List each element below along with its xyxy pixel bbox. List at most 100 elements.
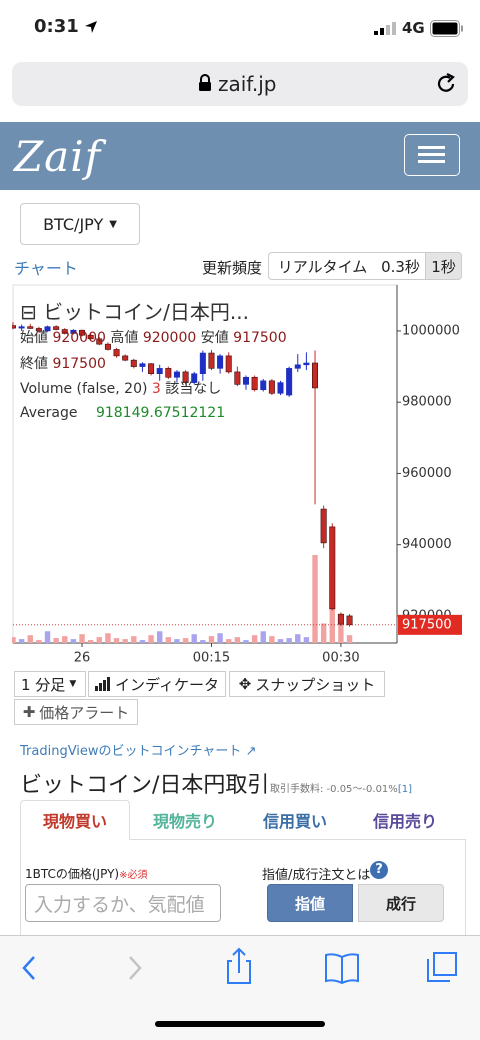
- tradingview-text: TradingViewのビットコインチャート: [20, 744, 242, 759]
- tab[interactable]: 現物売り: [152, 812, 217, 831]
- candle-body: [35, 328, 42, 332]
- tab[interactable]: 信用買い: [262, 812, 327, 831]
- volume-bar: [165, 637, 172, 643]
- trade-heading: ビットコイン/日本円取引: [20, 773, 270, 798]
- candle-body: [260, 380, 267, 391]
- reload-icon[interactable]: [434, 72, 458, 96]
- y-tick-label: 940000: [402, 537, 452, 552]
- volume-bar: [122, 639, 128, 643]
- status-time: 0:31: [34, 16, 79, 37]
- market-button[interactable]: 成行: [358, 884, 444, 922]
- plus-icon: ✚: [22, 703, 36, 721]
- volume-bar: [260, 631, 266, 643]
- candle-body: [182, 371, 189, 383]
- candle-body: [251, 376, 258, 391]
- candle-body: [87, 334, 94, 340]
- chart: 920000 940000 960000 980000 1000000 26 00:15 00…: [12, 284, 462, 668]
- tab-active[interactable]: 現物買い: [20, 800, 130, 840]
- share-icon[interactable]: [227, 947, 251, 984]
- tab[interactable]: 信用売り: [372, 812, 437, 831]
- snapshot-icon: ✥: [238, 675, 252, 693]
- legend-volume: Volume (false, 20) 3 該当なし: [20, 378, 221, 398]
- volume-bar: [156, 631, 163, 643]
- high-value: 920000: [142, 330, 197, 346]
- price-input[interactable]: 入力するか、気配値: [25, 884, 221, 922]
- volume-bar: [243, 640, 249, 643]
- fee-text: 取引手数料: -0.05〜-0.01%[1]: [270, 780, 412, 795]
- volume-bar: [217, 633, 223, 643]
- volume-note: 該当なし: [165, 381, 222, 397]
- y-tick-label: 1000000: [402, 323, 460, 338]
- volume-bar: [320, 623, 327, 643]
- chart-title: ビットコイン/日本円...: [43, 300, 249, 324]
- candle-body: [191, 373, 198, 383]
- battery-icon: [430, 20, 463, 37]
- back-icon[interactable]: [22, 956, 35, 980]
- pair-select[interactable]: BTC/JPY ▼: [20, 203, 140, 245]
- volume-bar: [53, 638, 59, 643]
- high-label: 高値: [110, 330, 139, 346]
- bookmarks-icon[interactable]: [325, 953, 359, 985]
- price-label: 1BTCの価格(JPY)※必須: [25, 865, 147, 882]
- limit-button[interactable]: 指値: [267, 884, 353, 922]
- volume-bar: [96, 637, 102, 643]
- candle-body: [130, 359, 137, 367]
- tradingview-link[interactable]: TradingViewのビットコインチャート ↗: [20, 740, 256, 759]
- legend-ohl: 始値 920000 高値 920000 安値 917500: [20, 327, 287, 347]
- y-tick-label: 960000: [402, 466, 452, 481]
- candle-body: [225, 355, 232, 373]
- snapshot-button[interactable]: ✥ スナップショット: [229, 671, 385, 697]
- indicator-button[interactable]: インディケータ: [88, 671, 226, 697]
- low-label: 安値: [200, 330, 229, 346]
- average-label: Average: [20, 405, 78, 421]
- site-header: [0, 122, 480, 190]
- network-label: 4G: [402, 19, 425, 37]
- candle-body: [337, 613, 344, 625]
- fee: 取引手数料: -0.05〜-0.01%: [270, 784, 398, 795]
- volume-label: Volume (false, 20): [20, 381, 148, 397]
- volume-bar: [269, 636, 275, 643]
- forward-icon[interactable]: [129, 956, 142, 980]
- alert-button[interactable]: ✚ 価格アラート: [14, 699, 138, 725]
- candle-body: [156, 368, 163, 374]
- fee-ref[interactable]: [1]: [397, 784, 412, 795]
- candle-body: [18, 326, 25, 329]
- candle-body: [61, 329, 68, 334]
- volume-bar: [286, 638, 292, 643]
- refresh-option[interactable]: リアルタイム: [268, 252, 377, 280]
- help-icon[interactable]: ?: [370, 861, 388, 879]
- refresh-option[interactable]: 0.3秒: [376, 252, 426, 280]
- candle-body: [53, 326, 60, 330]
- signal-icon: [374, 22, 396, 35]
- refresh-option[interactable]: 1秒: [425, 252, 462, 280]
- volume-bar: [44, 631, 51, 643]
- volume-bar: [105, 633, 111, 643]
- volume-bar: [338, 618, 344, 643]
- candle-body: [286, 368, 293, 396]
- x-tick-label: 00:15: [193, 651, 230, 666]
- collapse-icon[interactable]: ⊟: [20, 300, 44, 324]
- interval-text: 1 分足: [21, 675, 66, 694]
- candle-body: [208, 352, 215, 369]
- menu-button[interactable]: [404, 134, 460, 176]
- candle-body: [329, 526, 336, 610]
- volume-bar: [148, 635, 154, 643]
- required-mark: ※必須: [119, 870, 148, 881]
- order-help[interactable]: 指値/成行注文とは: [262, 868, 371, 883]
- close-label: 終値: [20, 356, 48, 372]
- candle-body: [96, 338, 103, 345]
- chart-link[interactable]: チャート: [14, 259, 78, 278]
- tabs-icon[interactable]: [427, 952, 457, 982]
- candle-body: [139, 363, 146, 367]
- interval-button[interactable]: 1 分足 ▼: [14, 671, 86, 697]
- logo[interactable]: Zaif: [14, 132, 102, 181]
- x-tick-label: 26: [74, 651, 91, 666]
- candle-body: [173, 371, 180, 378]
- x-tick-label: 00:30: [322, 651, 359, 666]
- candle-body: [346, 615, 353, 626]
- candle-body: [294, 364, 301, 369]
- url-bar[interactable]: [12, 62, 468, 106]
- y-tick-label: 980000: [402, 395, 452, 410]
- refresh-label: 更新頻度: [202, 259, 263, 277]
- volume-bar: [131, 636, 137, 643]
